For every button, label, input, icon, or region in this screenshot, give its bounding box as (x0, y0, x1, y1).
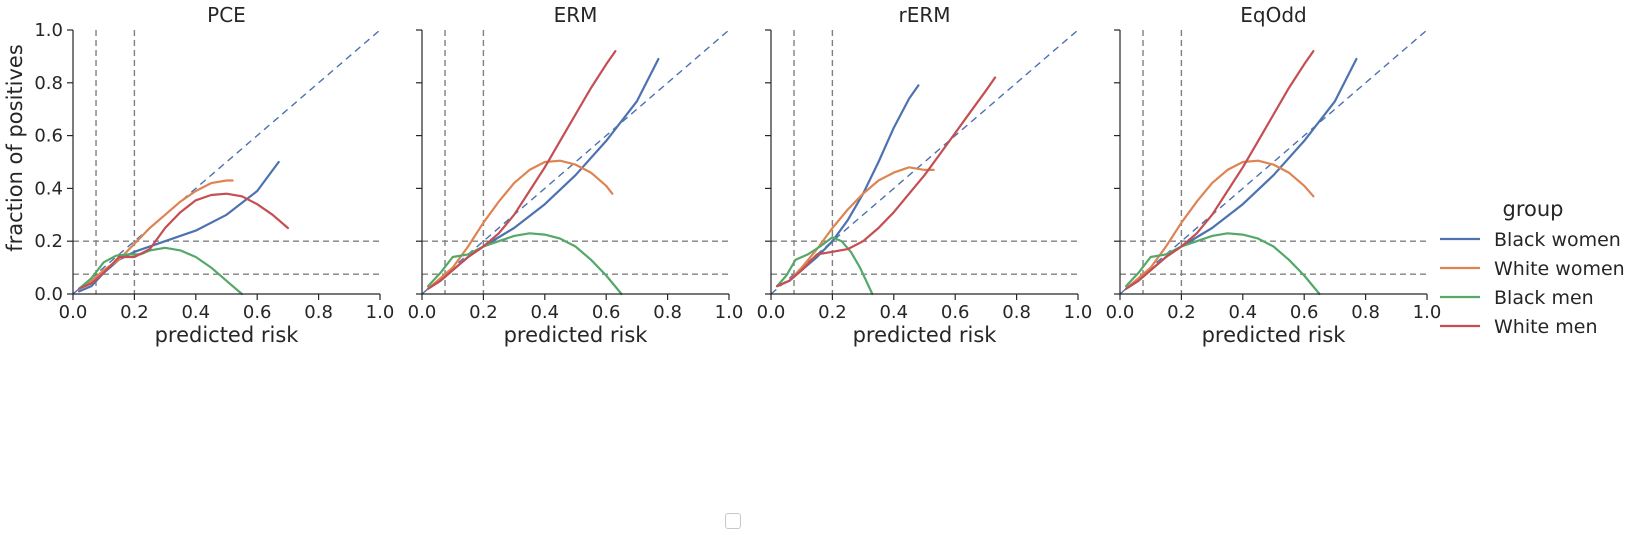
legend: group Black women White women Black men Whit… (1440, 197, 1625, 338)
panel-eqodd: EqOdd 0.0 0.2 0.4 0.6 0.8 1.0 predicted risk (1106, 3, 1442, 347)
series-line-black-men (776, 236, 874, 296)
x-axis-label: predicted risk (853, 323, 998, 347)
panels: PCE 0.0 0.2 0.4 0.6 0.8 1.0 0.0 0.2 0.4 0.6 0.8 1.0 p… (34, 3, 1441, 347)
series-line-white-women (776, 166, 935, 288)
panel-pce: PCE 0.0 0.2 0.4 0.6 0.8 1.0 0.0 0.2 0.4 0.6 0.8 1.0 p… (34, 3, 394, 347)
x-tick-label: 1.0 (1064, 302, 1093, 323)
panel-title: EqOdd (1240, 3, 1306, 27)
panel-rerm: rERM 0.0 0.2 0.4 0.6 0.8 1.0 predicted risk (757, 3, 1093, 347)
series-line-black-men (1125, 232, 1321, 296)
legend-title: group (1503, 197, 1564, 221)
x-tick-label: 0.6 (941, 302, 970, 323)
y-tick-label: 0.0 (34, 284, 63, 305)
series-line-white-men (1125, 50, 1315, 290)
panel-title: PCE (207, 3, 246, 27)
perfect-calibration-line (1119, 29, 1428, 295)
y-tick-label: 1.0 (34, 20, 63, 41)
x-axis-label: predicted risk (1202, 323, 1347, 347)
x-tick-label: 0.6 (1290, 302, 1319, 323)
series-line-white-women (78, 179, 234, 290)
series-line-black-women (776, 84, 920, 288)
series-line-white-men (427, 50, 617, 290)
perfect-calibration-line (72, 29, 381, 295)
panel-erm: ERM 0.0 0.2 0.4 0.6 0.8 1.0 predicted risk (408, 3, 744, 347)
series-line-white-women (1125, 159, 1315, 290)
series-line-black-men (427, 232, 623, 296)
x-tick-label: 0.0 (59, 302, 88, 323)
series-line-black-men (78, 246, 243, 296)
perfect-calibration-line (770, 29, 1079, 295)
x-tick-label: 0.2 (469, 302, 498, 323)
x-tick-label: 0.0 (408, 302, 437, 323)
x-tick-label: 0.6 (592, 302, 621, 323)
series-line-black-women (78, 160, 280, 293)
y-axis-label: fraction of positives (3, 44, 27, 252)
x-tick-label: 0.2 (1167, 302, 1196, 323)
series-line-white-men (776, 76, 997, 288)
series-line-white-men (78, 192, 289, 290)
x-axis-label: predicted risk (504, 323, 649, 347)
x-tick-label: 0.4 (879, 302, 908, 323)
y-tick-label: 0.2 (34, 231, 63, 252)
x-tick-label: 0.4 (1228, 302, 1257, 323)
x-tick-label: 0.8 (1002, 302, 1031, 323)
x-axis-label: predicted risk (155, 323, 300, 347)
legend-label-white-men: White men (1494, 316, 1598, 338)
series-line-white-women (427, 159, 614, 290)
x-tick-label: 0.4 (181, 302, 210, 323)
x-tick-label: 0.0 (757, 302, 786, 323)
legend-label-black-women: Black women (1494, 229, 1621, 251)
x-tick-label: 0.8 (304, 302, 333, 323)
y-tick-label: 0.4 (34, 178, 63, 199)
x-tick-label: 1.0 (715, 302, 744, 323)
x-tick-label: 0.8 (1351, 302, 1380, 323)
x-tick-label: 0.8 (653, 302, 682, 323)
y-tick-label: 0.6 (34, 126, 63, 147)
x-tick-label: 0.0 (1106, 302, 1135, 323)
x-tick-label: 0.6 (243, 302, 272, 323)
legend-label-black-men: Black men (1494, 287, 1594, 309)
x-tick-label: 1.0 (1413, 302, 1442, 323)
empty-legend-box (725, 513, 741, 529)
panel-title: rERM (898, 3, 950, 27)
perfect-calibration-line (421, 29, 730, 295)
x-tick-label: 0.2 (120, 302, 149, 323)
x-tick-label: 1.0 (366, 302, 395, 323)
y-tick-label: 0.8 (34, 73, 63, 94)
x-tick-label: 0.4 (530, 302, 559, 323)
panel-title: ERM (554, 3, 598, 27)
x-tick-label: 0.2 (818, 302, 847, 323)
legend-label-white-women: White women (1494, 258, 1625, 280)
